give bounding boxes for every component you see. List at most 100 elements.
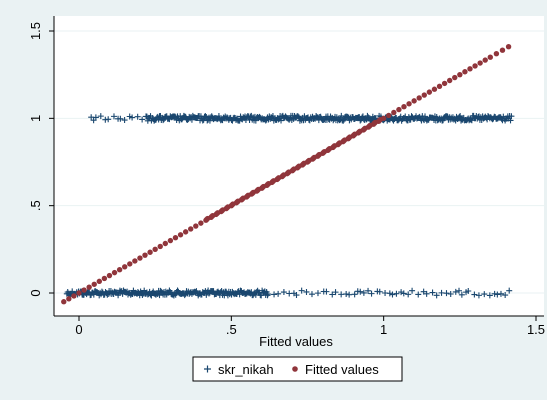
fitted-value-point-27 <box>198 220 204 226</box>
skr-nikah-point-244 <box>357 288 364 295</box>
skr-nikah-point-497 <box>338 112 345 119</box>
skr-nikah-point-192 <box>236 291 243 298</box>
skr-nikah-point-241 <box>346 291 353 298</box>
y-tick-label-1: .5 <box>28 200 43 211</box>
fitted-value-point-152 <box>477 60 483 66</box>
skr-nikah-point-272 <box>475 292 482 299</box>
fitted-value-point-144 <box>436 83 443 90</box>
skr-nikah-point-696 <box>121 117 128 124</box>
skr-nikah-point-260 <box>423 290 430 297</box>
skr-nikah-point-267 <box>456 287 463 294</box>
fitted-value-point-17 <box>147 249 153 255</box>
fitted-value-point-14 <box>132 258 138 264</box>
fitted-value-point-150 <box>467 66 473 72</box>
fitted-value-point-2 <box>71 293 77 299</box>
skr-nikah-point-255 <box>400 290 407 297</box>
skr-nikah-point-258 <box>415 291 422 298</box>
skr-nikah-point-261 <box>429 289 436 296</box>
skr-nikah-point-266 <box>452 288 459 295</box>
fitted-value-point-13 <box>127 261 133 267</box>
skr-nikah-point-268 <box>458 291 465 298</box>
legend-label-fitted-values: Fitted values <box>305 362 379 377</box>
skr-nikah-point-294 <box>155 116 162 123</box>
fitted-value-point-148 <box>457 71 463 78</box>
skr-nikah-point-155 <box>203 291 210 298</box>
fitted-value-point-16 <box>142 252 148 258</box>
fitted-value-point-139 <box>411 98 417 104</box>
skr-nikah-point-568 <box>402 113 409 120</box>
fitted-value-point-10 <box>111 269 118 276</box>
fitted-value-point-20 <box>162 240 169 247</box>
skr-nikah-point-238 <box>332 289 339 296</box>
skr-nikah-point-430 <box>278 117 285 124</box>
fitted-value-point-146 <box>446 77 453 84</box>
skr-nikah-point-641 <box>467 116 474 123</box>
skr-nikah-point-700 <box>139 116 146 123</box>
fitted-value-point-11 <box>116 267 123 273</box>
skr-nikah-point-695 <box>117 115 124 122</box>
skr-nikah-point-685 <box>507 117 514 124</box>
fitted-value-point-12 <box>122 264 128 270</box>
skr-nikah-point-252 <box>389 291 396 298</box>
fitted-value-point-157 <box>505 44 512 50</box>
x-tick-label-1: .5 <box>226 322 237 337</box>
fitted-value-point-154 <box>487 54 493 60</box>
axes: 0 .5 1 1.5 0 .5 1 1.5 <box>28 16 545 337</box>
skr-nikah-point-351 <box>206 117 213 124</box>
fitted-value-point-147 <box>452 74 458 81</box>
skr-nikah-point-232 <box>303 288 310 295</box>
skr-nikah-point-346 <box>202 113 209 120</box>
skr-nikah-point-699 <box>134 113 141 120</box>
skr-nikah-point-274 <box>486 292 493 299</box>
skr-nikah-point-226 <box>275 290 282 297</box>
skr-nikah-point-279 <box>506 287 513 294</box>
fitted-value-point-138 <box>406 101 412 107</box>
fitted-value-point-0 <box>61 299 67 305</box>
skr-nikah-point-257 <box>409 287 416 294</box>
fitted-value-point-24 <box>182 229 189 235</box>
fitted-value-point-15 <box>137 255 143 261</box>
skr-nikah-point-686 <box>508 113 515 120</box>
fitted-value-point-4 <box>81 287 87 293</box>
fitted-value-point-134 <box>386 112 392 119</box>
fitted-value-point-3 <box>76 290 82 296</box>
fitted-value-point-136 <box>396 106 402 113</box>
skr-nikah-point-224 <box>264 291 271 298</box>
skr-nikah-point-402 <box>252 117 259 124</box>
fitted-value-point-153 <box>482 57 488 63</box>
skr-nikah-point-231 <box>298 287 305 294</box>
skr-nikah-point-57 <box>115 292 122 299</box>
skr-nikah-point-254 <box>398 289 405 296</box>
skr-nikah-point-413 <box>262 117 269 124</box>
fitted-value-point-145 <box>441 80 448 87</box>
skr-nikah-point-264 <box>443 290 450 297</box>
fitted-value-point-8 <box>101 275 108 282</box>
x-tick-label-3: 1.5 <box>527 322 545 337</box>
skr-nikah-point-499 <box>340 117 347 124</box>
skr-nikah-point-527 <box>365 114 372 121</box>
fitted-value-point-142 <box>426 89 433 95</box>
fitted-value-point-23 <box>177 232 184 238</box>
skr-nikah-point-247 <box>368 290 375 297</box>
fitted-value-point-6 <box>91 281 97 287</box>
fitted-value-point-18 <box>152 246 158 253</box>
skr-nikah-point-121 <box>172 291 179 298</box>
skr-nikah-point-265 <box>447 291 454 298</box>
legend-label-skr-nikah: skr_nikah <box>218 362 274 377</box>
skr-nikah-point-629 <box>457 112 464 119</box>
skr-nikah-point-236 <box>323 288 330 295</box>
fitted-value-point-137 <box>401 103 407 110</box>
fitted-value-point-135 <box>391 109 397 116</box>
skr-nikah-point-690 <box>97 113 104 120</box>
fitted-value-point-25 <box>188 226 194 232</box>
fitted-value-point-1 <box>66 296 72 302</box>
skr-nikah-point-227 <box>280 289 287 296</box>
fitted-value-point-7 <box>96 278 103 285</box>
skr-nikah-point-249 <box>376 288 383 295</box>
fitted-value-point-26 <box>193 223 199 229</box>
x-tick-label-0: 0 <box>75 322 82 337</box>
skr-nikah-point-590 <box>422 113 429 120</box>
skr-nikah-point-253 <box>393 290 400 297</box>
